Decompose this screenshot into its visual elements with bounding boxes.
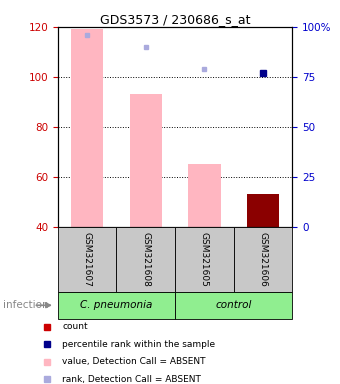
Text: rank, Detection Call = ABSENT: rank, Detection Call = ABSENT [62,375,201,384]
Bar [116,227,175,292]
Text: infection: infection [3,300,49,310]
Text: C. pneumonia: C. pneumonia [80,300,153,310]
Text: control: control [216,300,252,310]
Text: GSM321607: GSM321607 [83,232,91,286]
Title: GDS3573 / 230686_s_at: GDS3573 / 230686_s_at [100,13,250,26]
Bar [58,227,116,292]
Bar [130,94,162,227]
Text: percentile rank within the sample: percentile rank within the sample [62,340,215,349]
Bar [71,30,103,227]
Bar [247,194,279,227]
Bar [234,227,292,292]
Bar [58,292,175,319]
Bar [175,227,234,292]
Text: GSM321606: GSM321606 [259,232,268,286]
Text: GSM321608: GSM321608 [141,232,150,286]
Text: count: count [62,322,88,331]
Text: GSM321605: GSM321605 [200,232,209,286]
Bar [175,292,292,319]
Bar [188,164,221,227]
Text: value, Detection Call = ABSENT: value, Detection Call = ABSENT [62,357,206,366]
